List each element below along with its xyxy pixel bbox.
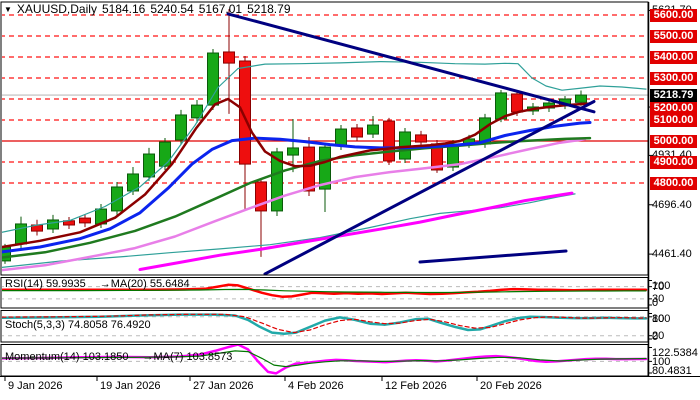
candle [383,117,395,165]
rsi-line [2,283,648,298]
momentum-panel [2,345,648,375]
ma-magenta [138,191,574,271]
candle [255,177,267,257]
descending-trendline [226,12,596,114]
rsi-panel [2,283,648,300]
candle [319,143,331,212]
ma-maroon [2,97,592,249]
stoch-panel [2,313,648,337]
symbol-dropdown-icon[interactable]: ▼ [4,5,12,14]
candle [351,123,363,141]
momentum-line [2,345,648,375]
stoch-main-line [2,313,648,336]
candle [175,109,187,144]
ma-green [2,136,592,259]
stoch-signal-line [2,313,647,334]
candle [111,181,123,215]
ma-blue [2,121,592,254]
candle [47,214,59,233]
support-trendline [418,249,568,264]
candle [191,100,203,123]
candle [207,49,219,110]
candle [287,118,299,173]
candle [239,55,251,210]
candle [367,116,379,139]
band-lower-teal [2,193,576,268]
momentum-ma-line [2,350,647,368]
ma-violet [2,138,587,272]
chart-borders [0,1,700,381]
candle [31,219,43,236]
main-price-panel [2,9,648,275]
ascending-trendline [263,100,596,275]
candle [223,9,235,114]
rsi-ma-line [2,288,647,294]
candle [415,130,427,147]
band-upper-teal [2,61,647,233]
candle [143,147,155,181]
candle [79,214,91,228]
